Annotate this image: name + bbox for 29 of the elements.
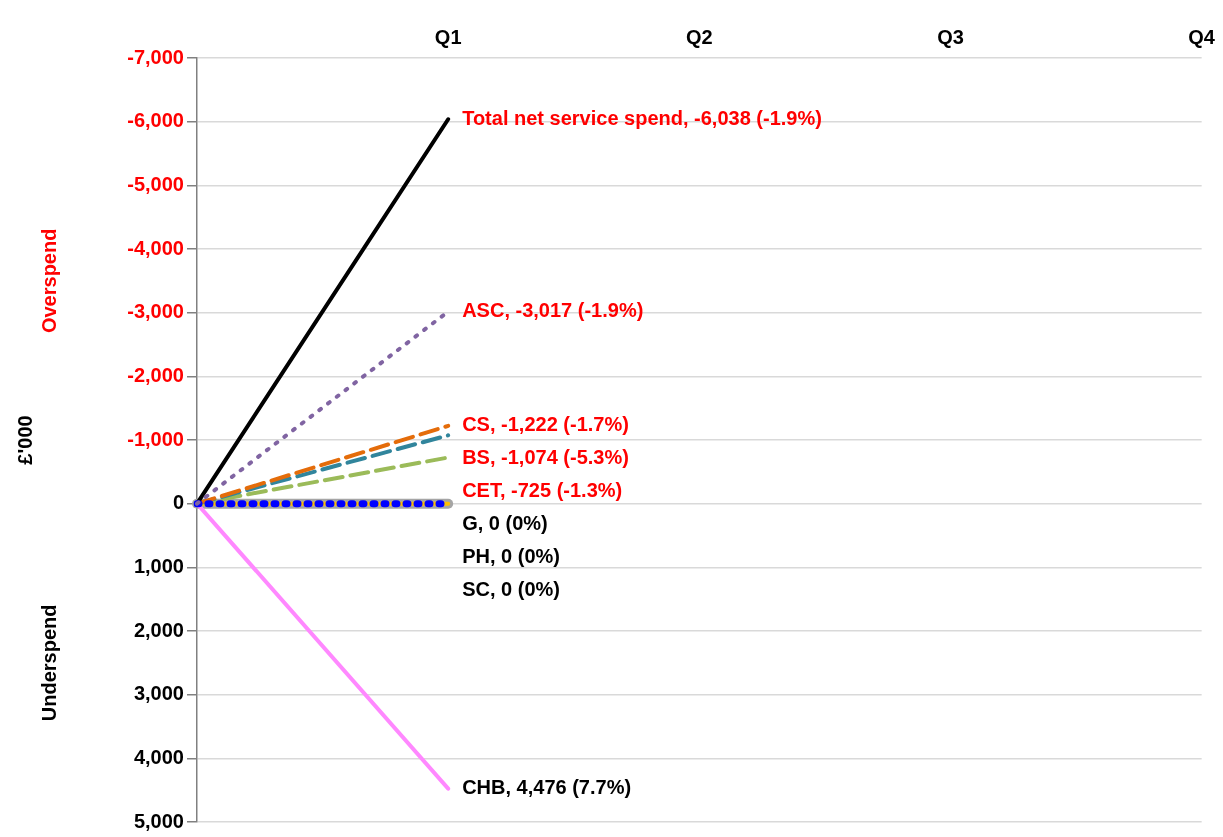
y-tick-label: -5,000 bbox=[127, 172, 184, 195]
x-tick-label: Q4 bbox=[1188, 25, 1216, 48]
x-tick-label: Q3 bbox=[937, 25, 964, 48]
text: SC, 0 (0%) bbox=[462, 578, 560, 601]
y-tick-label: -4,000 bbox=[127, 236, 184, 259]
y-tick-label: 3,000 bbox=[133, 682, 184, 705]
y-tick-label: -7,000 bbox=[127, 45, 184, 68]
y-tick-label: 2,000 bbox=[133, 618, 184, 641]
series-label: Total net service spend, -6,038 (-1.9%) bbox=[462, 106, 822, 129]
series-label: BS, -1,074 (-5.3%) bbox=[462, 446, 629, 469]
text: Underspend bbox=[37, 604, 60, 722]
series-label: CHB, 4,476 (7.7%) bbox=[462, 776, 632, 799]
text: PH, 0 (0%) bbox=[462, 545, 560, 568]
series-label: CS, -1,222 (-1.7%) bbox=[462, 413, 629, 436]
series-label: CET, -725 (-1.3%) bbox=[462, 479, 623, 502]
y-tick-label: -2,000 bbox=[127, 363, 184, 386]
y-tick-label: -3,000 bbox=[127, 300, 184, 323]
x-tick-label: Q2 bbox=[685, 25, 713, 48]
y-tick-label: -1,000 bbox=[127, 427, 184, 450]
y-axis-title: £'000 bbox=[13, 415, 36, 465]
text: Overspend bbox=[37, 228, 60, 334]
y-tick-label: 0 bbox=[172, 491, 184, 514]
y-tick-label: 4,000 bbox=[133, 745, 184, 768]
series-label: ASC, -3,017 (-1.9%) bbox=[462, 299, 644, 322]
x-tick-label: Q1 bbox=[434, 25, 462, 48]
y-tick-label: -6,000 bbox=[127, 109, 184, 132]
y-tick-label: 1,000 bbox=[133, 554, 184, 577]
y-tick-label: 5,000 bbox=[133, 809, 184, 832]
series-label: G, 0 (0%) bbox=[462, 512, 548, 535]
